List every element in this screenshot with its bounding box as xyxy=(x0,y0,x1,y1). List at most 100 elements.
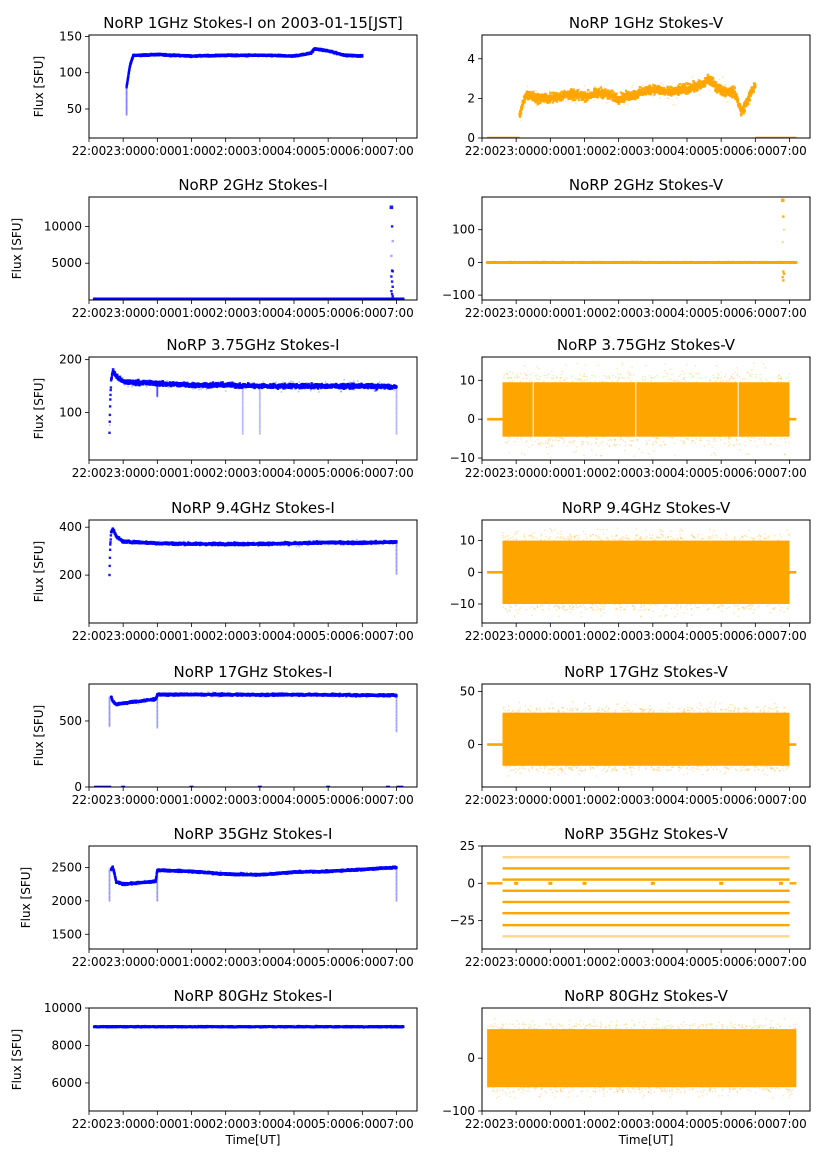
data-point xyxy=(125,298,127,300)
data-point xyxy=(373,297,376,300)
data-point xyxy=(538,101,542,105)
data-point xyxy=(745,98,748,101)
data-point xyxy=(571,90,574,94)
data-point xyxy=(551,101,555,104)
data-point xyxy=(308,52,310,55)
data-point xyxy=(564,93,566,95)
data-point xyxy=(634,98,637,101)
data-point xyxy=(600,92,603,95)
data-point xyxy=(612,96,616,99)
data-segment xyxy=(487,136,520,138)
y-axis-label: Flux [SFU] xyxy=(10,218,24,279)
data-point xyxy=(137,53,140,56)
data-point xyxy=(231,298,234,300)
data-point xyxy=(753,85,755,87)
data-point xyxy=(674,104,677,107)
data-point xyxy=(740,113,743,115)
x-tick-label: 05:00 xyxy=(311,144,346,158)
data-point xyxy=(562,92,564,95)
data-point xyxy=(660,86,664,90)
data-point xyxy=(214,298,217,300)
data-point xyxy=(524,97,526,99)
data-point xyxy=(740,105,742,108)
data-point xyxy=(565,100,567,103)
data-point xyxy=(708,89,711,92)
data-point xyxy=(125,90,128,93)
data-point xyxy=(227,297,230,300)
data-point xyxy=(213,54,215,57)
data-point xyxy=(367,298,370,300)
data-point xyxy=(140,54,143,57)
data-point xyxy=(631,87,633,89)
data-point xyxy=(727,87,730,91)
data-point xyxy=(125,95,128,98)
data-point xyxy=(335,298,338,300)
data-point xyxy=(546,97,549,100)
data-point xyxy=(530,96,534,100)
data-point xyxy=(228,298,231,300)
data-point xyxy=(573,96,576,100)
subplot-title: NoRP 1GHz Stokes-I on 2003-01-15[JST] xyxy=(103,14,403,32)
x-tick-label: 01:00 xyxy=(174,144,209,158)
data-point xyxy=(551,91,554,94)
data-point xyxy=(617,102,620,106)
data-point xyxy=(104,298,106,300)
data-point xyxy=(227,298,230,300)
x-tick-label: 23:00 xyxy=(106,144,141,158)
data-point xyxy=(670,86,673,89)
data-point xyxy=(612,91,615,94)
data-point xyxy=(680,82,683,85)
data-point xyxy=(191,297,194,300)
data-point xyxy=(739,106,742,110)
data-point xyxy=(597,96,600,99)
data-point xyxy=(650,91,653,94)
data-point xyxy=(535,105,537,107)
data-point xyxy=(265,298,268,300)
data-point xyxy=(733,86,736,90)
data-point xyxy=(703,85,706,88)
data-point xyxy=(244,53,246,55)
x-tick-label: 00:00 xyxy=(140,144,175,158)
data-point xyxy=(220,56,222,58)
data-point xyxy=(527,91,531,94)
plot-area xyxy=(92,205,405,300)
data-point xyxy=(587,88,590,92)
data-point xyxy=(549,90,551,92)
data-point xyxy=(104,298,106,300)
data-point xyxy=(219,54,222,56)
data-point xyxy=(188,298,190,300)
data-point xyxy=(290,54,292,57)
data-point xyxy=(572,88,575,91)
x-tick-label: 03:00 xyxy=(243,306,278,320)
data-point xyxy=(331,298,333,300)
data-point xyxy=(146,54,148,56)
data-point xyxy=(714,82,716,85)
data-point xyxy=(125,97,128,100)
data-point xyxy=(640,89,643,92)
data-point xyxy=(138,298,140,300)
data-point xyxy=(298,55,301,58)
data-point xyxy=(322,49,324,51)
data-point xyxy=(572,99,575,102)
data-point xyxy=(372,297,374,300)
data-point xyxy=(139,54,141,56)
data-point xyxy=(375,298,378,300)
data-point xyxy=(666,86,669,89)
data-point xyxy=(518,115,522,118)
data-point xyxy=(297,53,299,56)
data-point xyxy=(544,93,548,96)
data-point xyxy=(562,96,565,98)
data-point xyxy=(307,52,310,54)
data-point xyxy=(605,102,608,104)
data-point xyxy=(126,80,129,84)
data-point xyxy=(567,90,569,93)
data-point xyxy=(303,54,305,56)
data-point xyxy=(697,86,700,89)
data-point xyxy=(143,298,146,300)
data-point xyxy=(214,53,216,55)
data-point xyxy=(736,98,740,101)
data-point xyxy=(161,298,163,300)
data-point xyxy=(721,76,724,78)
data-point xyxy=(207,53,210,56)
data-point xyxy=(113,297,116,300)
